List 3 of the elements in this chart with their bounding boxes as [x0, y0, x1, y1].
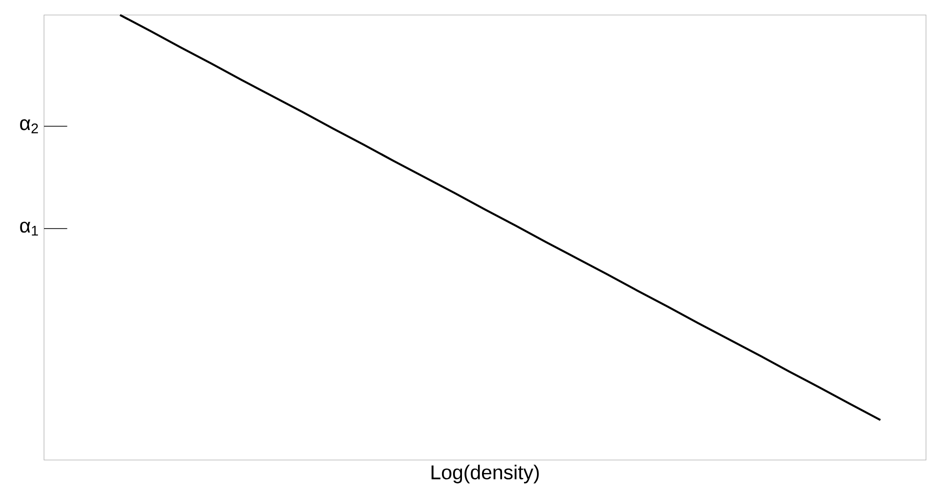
ref-line-label: α$_{2}$ [20, 119, 38, 134]
ref-line-label: α$_{1}$ [20, 222, 38, 236]
x-axis-title: Log(density) [432, 464, 539, 484]
